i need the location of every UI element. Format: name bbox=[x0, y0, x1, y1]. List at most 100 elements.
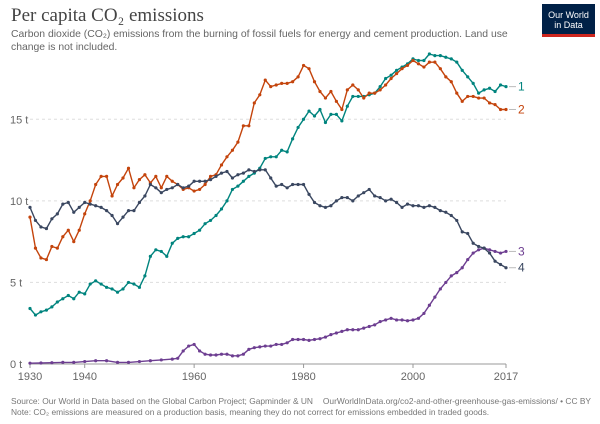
series-end-label[interactable]: 3 bbox=[518, 244, 525, 258]
source-url[interactable]: OurWorldInData.org/co2-and-other-greenho… bbox=[322, 396, 591, 406]
data-point bbox=[208, 174, 213, 178]
logo-line-2: in Data bbox=[554, 20, 583, 30]
data-point bbox=[154, 248, 158, 252]
data-point bbox=[274, 155, 278, 159]
data-point bbox=[301, 63, 306, 68]
data-point bbox=[39, 225, 43, 229]
data-point bbox=[83, 292, 87, 296]
data-point bbox=[340, 329, 344, 333]
data-point bbox=[154, 186, 158, 190]
series-line-3[interactable] bbox=[29, 247, 507, 364]
data-point bbox=[219, 207, 224, 211]
data-point bbox=[219, 352, 224, 356]
data-point bbox=[449, 274, 453, 278]
data-point bbox=[323, 96, 328, 100]
data-point bbox=[99, 174, 103, 178]
data-point bbox=[323, 120, 328, 125]
data-point bbox=[389, 197, 393, 201]
data-point bbox=[88, 202, 92, 206]
data-point bbox=[498, 251, 503, 255]
series-line-4[interactable] bbox=[29, 169, 507, 269]
data-point bbox=[159, 249, 163, 254]
data-point bbox=[312, 114, 317, 118]
data-point bbox=[329, 89, 333, 94]
data-point bbox=[438, 209, 442, 213]
data-point bbox=[416, 62, 421, 66]
data-point bbox=[471, 251, 475, 255]
data-point bbox=[422, 65, 426, 69]
data-point bbox=[345, 104, 349, 108]
data-point bbox=[340, 107, 344, 112]
data-point bbox=[137, 200, 142, 205]
data-point bbox=[28, 205, 32, 209]
data-point bbox=[176, 236, 180, 240]
data-point bbox=[241, 179, 245, 183]
data-point bbox=[460, 230, 464, 234]
data-point bbox=[198, 349, 202, 353]
data-point bbox=[384, 76, 388, 81]
x-axis-labels: 1930 1940 1960 1980 2000 2017 bbox=[18, 364, 518, 383]
data-point bbox=[433, 60, 437, 64]
data-point bbox=[154, 174, 158, 178]
data-point bbox=[198, 179, 202, 183]
owid-logo[interactable]: Our World in Data bbox=[542, 4, 595, 37]
series-line-2[interactable] bbox=[29, 59, 506, 261]
x-tick-label: 1980 bbox=[291, 371, 315, 383]
data-point bbox=[269, 344, 273, 348]
data-point bbox=[487, 101, 492, 105]
data-point bbox=[198, 228, 202, 232]
data-point bbox=[318, 204, 322, 208]
data-point bbox=[400, 318, 404, 322]
data-point bbox=[334, 331, 338, 335]
data-point bbox=[312, 200, 317, 205]
data-point bbox=[176, 356, 180, 360]
data-point bbox=[405, 202, 410, 206]
data-point bbox=[39, 361, 43, 365]
series-lines bbox=[28, 52, 508, 365]
data-point bbox=[291, 137, 295, 141]
data-point bbox=[44, 257, 49, 262]
series-end-label[interactable]: 4 bbox=[518, 261, 525, 275]
data-point bbox=[394, 200, 399, 205]
data-point bbox=[504, 107, 508, 112]
y-axis-labels: 0 t 5 t 10 t 15 t bbox=[10, 114, 28, 371]
data-point bbox=[296, 125, 300, 130]
data-point bbox=[181, 235, 185, 239]
data-point bbox=[274, 342, 278, 347]
data-point bbox=[378, 85, 382, 89]
data-point bbox=[477, 244, 481, 249]
data-point bbox=[121, 287, 125, 291]
data-point bbox=[269, 155, 273, 159]
series-end-label[interactable]: 2 bbox=[518, 102, 525, 116]
x-tick-label: 2017 bbox=[494, 371, 518, 383]
data-point bbox=[291, 80, 295, 84]
data-point bbox=[214, 174, 218, 178]
data-point bbox=[367, 324, 371, 329]
data-point bbox=[236, 140, 240, 144]
data-point bbox=[77, 228, 81, 232]
series-end-label[interactable]: 1 bbox=[518, 80, 525, 94]
series-line-1[interactable] bbox=[29, 53, 507, 316]
data-point bbox=[285, 81, 289, 85]
data-point bbox=[389, 73, 393, 77]
data-point bbox=[373, 194, 377, 198]
data-point bbox=[307, 192, 311, 196]
data-point bbox=[356, 94, 360, 99]
data-point bbox=[411, 58, 415, 63]
data-point bbox=[471, 241, 475, 245]
data-point bbox=[323, 205, 328, 209]
data-point bbox=[208, 178, 213, 182]
data-point bbox=[449, 57, 453, 61]
data-point bbox=[247, 124, 251, 128]
data-point bbox=[280, 342, 284, 347]
data-point bbox=[39, 256, 43, 260]
data-point bbox=[466, 231, 470, 236]
data-point bbox=[225, 199, 229, 203]
data-point bbox=[88, 282, 92, 286]
data-point bbox=[301, 337, 306, 342]
data-point bbox=[482, 88, 486, 92]
data-point bbox=[77, 290, 81, 294]
x-tick-label: 1930 bbox=[18, 371, 42, 383]
data-point bbox=[444, 55, 448, 59]
data-point bbox=[498, 262, 503, 267]
